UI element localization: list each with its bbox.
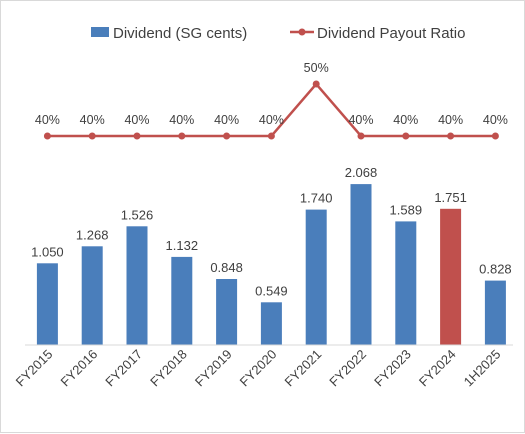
x-tick-fy2020: FY2020 bbox=[237, 347, 280, 390]
bar-label-fy2021: 1.740 bbox=[300, 191, 333, 206]
payout-ratio-label-fy2016: 40% bbox=[80, 113, 105, 127]
payout-ratio-label-1h2025: 40% bbox=[483, 113, 508, 127]
payout-ratio-label-fy2017: 40% bbox=[124, 113, 149, 127]
payout-ratio-label-fy2018: 40% bbox=[169, 113, 194, 127]
bar-series bbox=[36, 184, 506, 345]
payout-ratio-label-fy2024: 40% bbox=[438, 113, 463, 127]
payout-ratio-label-fy2023: 40% bbox=[393, 113, 418, 127]
x-tick-fy2017: FY2017 bbox=[102, 347, 145, 390]
payout-ratio-point-fy2023 bbox=[402, 132, 410, 140]
bar-label-fy2019: 0.848 bbox=[210, 260, 243, 275]
x-tick-fy2019: FY2019 bbox=[192, 347, 235, 390]
bar-label-fy2020: 0.549 bbox=[255, 283, 288, 298]
payout-ratio-label-fy2015: 40% bbox=[35, 113, 60, 127]
bar-1h2025 bbox=[484, 280, 506, 345]
payout-ratio-point-fy2019 bbox=[223, 132, 231, 140]
payout-ratio-point-fy2015 bbox=[43, 132, 51, 140]
payout-ratio-point-fy2020 bbox=[267, 132, 275, 140]
bar-fy2021 bbox=[305, 209, 327, 345]
bar-label-fy2023: 1.589 bbox=[390, 202, 423, 217]
bar-fy2015 bbox=[36, 263, 58, 345]
bar-label-1h2025: 0.828 bbox=[479, 262, 512, 277]
payout-ratio-label-fy2022: 40% bbox=[348, 113, 373, 127]
x-tick-1h2025: 1H2025 bbox=[461, 347, 504, 390]
bar-fy2018 bbox=[171, 256, 193, 345]
legend-label-dividend: Dividend (SG cents) bbox=[113, 25, 247, 42]
bar-label-fy2015: 1.050 bbox=[31, 244, 64, 259]
x-axis-tick-labels: FY2015 FY2016 FY2017 FY2018 FY2019 FY2020 FY20… bbox=[13, 347, 504, 390]
bar-label-fy2017: 1.526 bbox=[121, 207, 154, 222]
bar-fy2017 bbox=[126, 226, 148, 345]
payout-ratio-label-fy2021: 50% bbox=[304, 61, 329, 75]
bar-fy2023 bbox=[395, 221, 417, 345]
x-tick-fy2022: FY2022 bbox=[326, 347, 369, 390]
payout-ratio-label-fy2020: 40% bbox=[259, 113, 284, 127]
bar-label-fy2022: 2.068 bbox=[345, 165, 378, 180]
payout-ratio-label-fy2019: 40% bbox=[214, 113, 239, 127]
legend-label-payout: Dividend Payout Ratio bbox=[317, 25, 465, 42]
payout-ratio-point-fy2016 bbox=[88, 132, 96, 140]
payout-ratio-point-fy2017 bbox=[133, 132, 141, 140]
bar-label-fy2024: 1.751 bbox=[434, 190, 467, 205]
bar-fy2022 bbox=[350, 184, 372, 345]
x-tick-fy2021: FY2021 bbox=[282, 347, 325, 390]
payout-ratio-point-1h2025 bbox=[491, 132, 499, 140]
payout-ratio-series bbox=[43, 80, 499, 140]
payout-ratio-point-fy2022 bbox=[357, 132, 365, 140]
payout-ratio-line bbox=[47, 82, 496, 138]
payout-ratio-point-fy2018 bbox=[178, 132, 186, 140]
bar-fy2019 bbox=[216, 279, 238, 345]
x-tick-fy2016: FY2016 bbox=[58, 347, 101, 390]
payout-ratio-point-fy2021 bbox=[312, 80, 320, 88]
x-tick-fy2015: FY2015 bbox=[13, 347, 56, 390]
bar-label-fy2016: 1.268 bbox=[76, 227, 109, 242]
x-tick-fy2024: FY2024 bbox=[416, 347, 459, 390]
payout-ratio-labels: 40% 40% 40% 40% 40% 40% 50% 40% 40% 40% 40% bbox=[35, 61, 508, 127]
payout-ratio-point-fy2024 bbox=[447, 132, 455, 140]
bar-label-fy2018: 1.132 bbox=[166, 238, 199, 253]
x-tick-fy2018: FY2018 bbox=[147, 347, 190, 390]
bar-data-labels: 1.050 1.268 1.526 1.132 0.848 0.549 1.740 2.068… bbox=[31, 165, 512, 298]
legend-swatch-dividend bbox=[91, 27, 109, 37]
bar-fy2024 bbox=[440, 208, 462, 345]
bar-fy2020 bbox=[260, 302, 282, 345]
x-tick-fy2023: FY2023 bbox=[371, 347, 414, 390]
legend: Dividend (SG cents) Dividend Payout Rati… bbox=[91, 25, 465, 42]
legend-marker-payout bbox=[298, 28, 306, 36]
bar-fy2016 bbox=[81, 246, 103, 345]
